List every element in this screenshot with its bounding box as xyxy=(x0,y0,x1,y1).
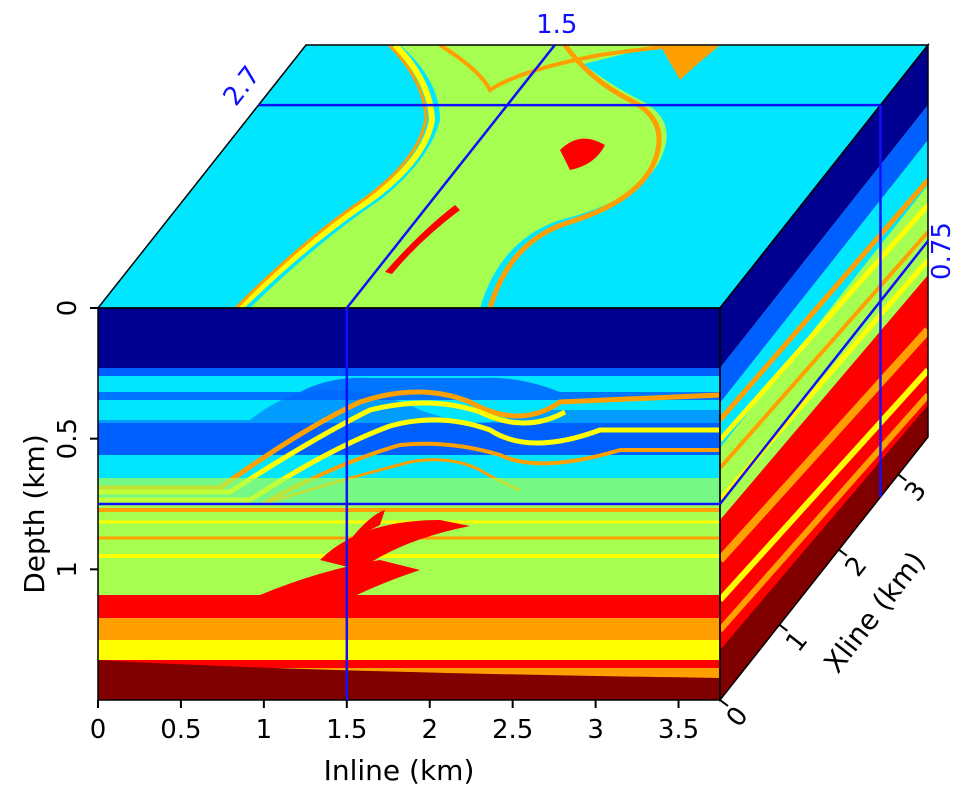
inline-slice-label: 1.5 xyxy=(536,10,577,40)
xline-tick-label: 3 xyxy=(899,476,933,508)
inline-tick-label: 2.5 xyxy=(492,715,533,745)
depth-slice-label: 0.75 xyxy=(927,222,957,280)
xline-tick xyxy=(897,473,907,482)
xline-tick xyxy=(778,624,789,632)
depth-slice-line-side xyxy=(719,240,929,505)
xline-axis-title: Xline (km) xyxy=(817,545,932,679)
inline-tick-label: 3.5 xyxy=(658,715,699,745)
top-face-depth-slice xyxy=(98,45,928,308)
inline-tick-label: 0 xyxy=(90,715,107,745)
inline-tick-label: 1.5 xyxy=(326,715,367,745)
inline-axis-title: Inline (km) xyxy=(324,754,475,787)
axis-ticks xyxy=(90,307,907,708)
depth-tick-label: 1 xyxy=(53,561,83,578)
depth-tick-label: 0 xyxy=(53,300,83,317)
xline-tick xyxy=(838,548,848,557)
depth-tick-label: 0.5 xyxy=(53,418,83,459)
front-face-inline-section xyxy=(98,308,720,700)
xline-tick-label: 0 xyxy=(721,701,755,733)
side-face-xline-section xyxy=(720,45,928,700)
inline-tick-label: 1 xyxy=(256,715,273,745)
inline-slice-line-top xyxy=(345,44,556,309)
xline-tick xyxy=(719,699,729,707)
inline-tick-label: 0.5 xyxy=(160,715,201,745)
inline-tick-label: 3 xyxy=(587,715,604,745)
xline-tick-label: 2 xyxy=(840,551,874,583)
inline-tick-label: 2 xyxy=(421,715,438,745)
xline-tick-label: 1 xyxy=(780,626,814,658)
slice-lines xyxy=(98,44,929,700)
depth-axis-title: Depth (km) xyxy=(18,434,51,594)
